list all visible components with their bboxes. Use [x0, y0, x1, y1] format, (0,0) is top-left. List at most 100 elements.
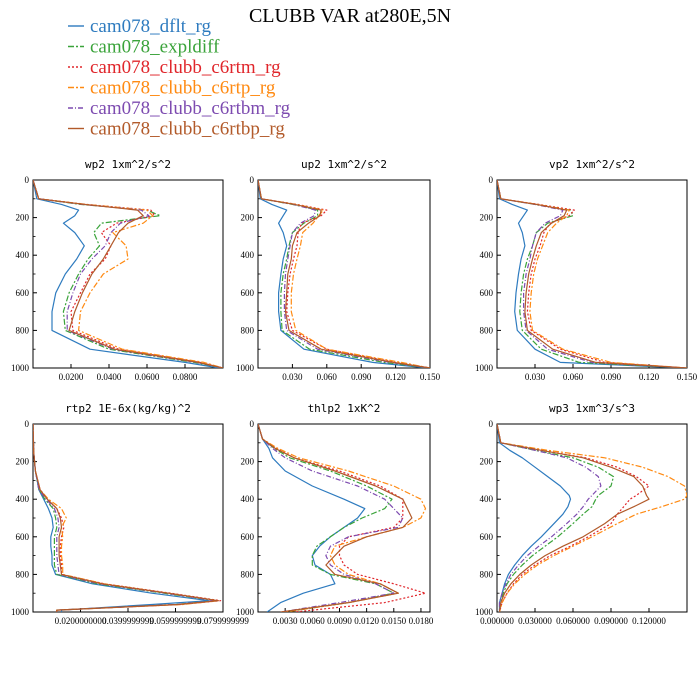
- series-line: [497, 180, 685, 368]
- y-tick-label: 800: [16, 325, 30, 335]
- plot-frame: [496, 423, 688, 613]
- y-tick-label: 800: [480, 325, 494, 335]
- series-group: [497, 424, 687, 612]
- chart-panel: wp2 1xm^2/s^2 0 200 400 600 800 1000 0.0200 0.04…: [11, 158, 224, 382]
- series-line: [497, 180, 687, 368]
- panel-title: vp2 1xm^2/s^2: [549, 158, 635, 171]
- panel-title: up2 1xm^2/s^2: [301, 158, 387, 171]
- y-tick-label: 1000: [11, 607, 30, 617]
- x-tick-label: 0.120: [385, 372, 406, 382]
- legend-entry: cam078_clubb_c6rtp_rg: [90, 78, 276, 99]
- series-line: [258, 424, 413, 612]
- chart-panel: rtp2 1E-6x(kg/kg)^2 0 200 400 600 800 1000 0.02…: [11, 402, 249, 626]
- x-tick-label: 0.060: [317, 372, 338, 382]
- series-group: [497, 180, 687, 368]
- y-tick-label: 0: [489, 175, 494, 185]
- x-tick-label: 0.0200: [59, 372, 84, 382]
- figure-title: CLUBB VAR at280E,5N: [249, 5, 451, 27]
- series-group: [258, 424, 427, 612]
- series-line: [497, 424, 615, 612]
- y-tick-label: 200: [241, 213, 255, 223]
- y-tick-label: 200: [241, 457, 255, 467]
- legend: cam078_dflt_rgcam078_expldiffcam078_club…: [68, 16, 291, 140]
- series-line: [33, 180, 223, 368]
- series-line: [497, 424, 650, 612]
- series-line: [258, 180, 430, 368]
- x-tick-label: 0.060000: [556, 616, 590, 626]
- legend-entry: cam078_clubb_c6rtbp_rg: [90, 119, 285, 140]
- y-tick-label: 200: [480, 213, 494, 223]
- y-tick-label: 800: [16, 569, 30, 579]
- y-tick-label: 1000: [236, 363, 255, 373]
- series-line: [33, 424, 222, 612]
- y-tick-label: 200: [16, 457, 30, 467]
- y-tick-label: 600: [241, 288, 255, 298]
- x-tick-label: 0.060: [563, 372, 584, 382]
- y-tick-label: 600: [16, 288, 30, 298]
- y-tick-label: 600: [16, 532, 30, 542]
- y-tick-label: 200: [16, 213, 30, 223]
- series-group: [33, 180, 223, 368]
- series-group: [33, 424, 222, 612]
- x-tick-label: 0.0200000000: [55, 616, 107, 626]
- y-tick-label: 1000: [475, 363, 494, 373]
- x-tick-label: 0.120000: [632, 616, 666, 626]
- series-line: [33, 424, 217, 612]
- x-tick-label: 0.0800: [173, 372, 198, 382]
- x-tick-label: 0.0180: [409, 616, 434, 626]
- y-tick-label: 600: [241, 532, 255, 542]
- x-tick-label: 0.030000: [518, 616, 552, 626]
- x-tick-label: 0.090: [601, 372, 622, 382]
- x-tick-label: 0.0030: [273, 616, 298, 626]
- series-group: [258, 180, 430, 368]
- series-line: [33, 180, 223, 368]
- series-line: [258, 180, 428, 368]
- series-line: [497, 424, 572, 612]
- series-line: [258, 424, 395, 612]
- series-line: [33, 424, 210, 612]
- y-tick-label: 600: [480, 532, 494, 542]
- series-line: [497, 180, 687, 368]
- series-line: [258, 180, 430, 368]
- x-tick-label: 0.0400: [97, 372, 122, 382]
- y-tick-label: 800: [480, 569, 494, 579]
- series-line: [497, 180, 687, 368]
- legend-entry: cam078_dflt_rg: [90, 16, 212, 37]
- y-tick-label: 0: [489, 419, 494, 429]
- y-tick-label: 400: [480, 494, 494, 504]
- panel-title: wp2 1xm^2/s^2: [85, 158, 171, 171]
- series-line: [33, 180, 223, 368]
- x-tick-label: 0.120: [639, 372, 660, 382]
- panel-grid: wp2 1xm^2/s^2 0 200 400 600 800 1000 0.0200 0.04…: [11, 158, 698, 626]
- y-tick-label: 0: [25, 175, 30, 185]
- x-tick-label: 0.0150: [381, 616, 406, 626]
- series-line: [258, 424, 404, 612]
- series-line: [33, 424, 219, 612]
- x-tick-label: 0.090000: [594, 616, 628, 626]
- x-tick-label: 0.150: [420, 372, 441, 382]
- y-tick-label: 1000: [11, 363, 30, 373]
- y-tick-label: 800: [241, 325, 255, 335]
- panel-title: wp3 1xm^3/s^3: [549, 402, 635, 415]
- series-line: [33, 180, 220, 368]
- panel-title: rtp2 1E-6x(kg/kg)^2: [65, 402, 191, 415]
- series-line: [497, 424, 602, 612]
- chart-panel: vp2 1xm^2/s^2 0 200 400 600 800 1000 0.030 0.060…: [475, 158, 698, 382]
- x-tick-label: 0.030: [525, 372, 546, 382]
- y-tick-label: 0: [250, 419, 255, 429]
- x-tick-label: 0.0399999999: [102, 616, 154, 626]
- plot-frame: [257, 179, 431, 369]
- y-tick-label: 600: [480, 288, 494, 298]
- y-tick-label: 400: [480, 250, 494, 260]
- x-tick-label: 0.0799999999: [197, 616, 249, 626]
- x-tick-label: 0.0060: [300, 616, 325, 626]
- x-tick-label: 0.090: [351, 372, 372, 382]
- chart-panel: up2 1xm^2/s^2 0 200 400 600 800 1000 0.030 0.060…: [236, 158, 441, 382]
- y-tick-label: 400: [16, 494, 30, 504]
- series-line: [497, 180, 687, 368]
- panel-title: thlp2 1xK^2: [308, 402, 381, 415]
- x-tick-label: 0.0090: [327, 616, 352, 626]
- series-line: [497, 424, 650, 612]
- y-tick-label: 1000: [236, 607, 255, 617]
